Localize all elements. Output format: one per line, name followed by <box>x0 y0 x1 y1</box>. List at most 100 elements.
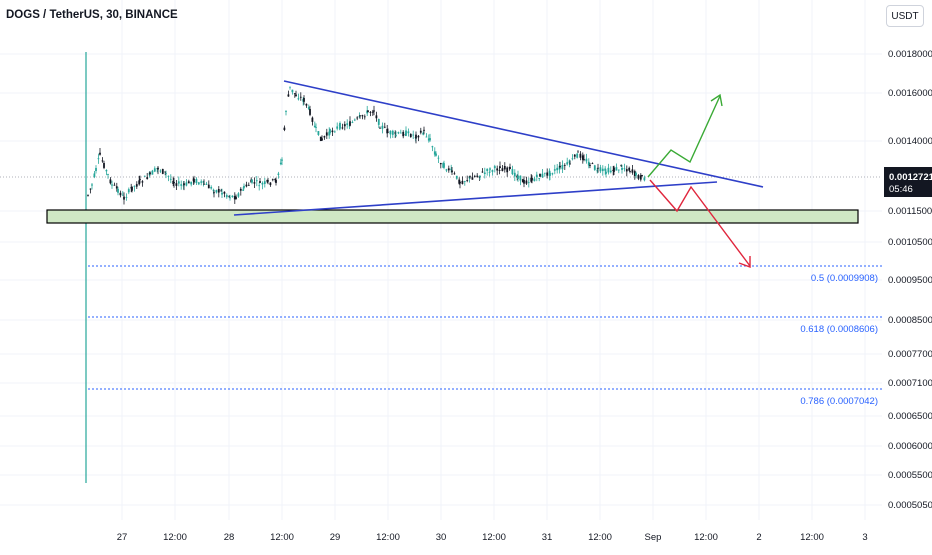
candle-body <box>331 130 334 133</box>
candle-body <box>325 132 328 136</box>
candle-body <box>517 175 519 179</box>
candle-body <box>375 115 378 119</box>
time-axis-label: 2 <box>756 532 761 543</box>
candle-body <box>135 184 138 187</box>
candle-body <box>233 196 236 200</box>
countdown-label: 05:46 <box>889 184 913 195</box>
candle-body <box>253 182 256 184</box>
candle-body <box>336 126 339 129</box>
time-axis-label: 29 <box>330 532 341 543</box>
price-axis-label: 0.0005500 <box>888 470 932 481</box>
candle-body <box>359 115 361 117</box>
candle-body <box>111 184 113 186</box>
candle-body <box>293 93 296 95</box>
candle-body <box>251 179 253 183</box>
candle-body <box>303 98 305 102</box>
candle-body <box>443 163 445 168</box>
price-axis-label: 0.0008500 <box>888 315 932 326</box>
upper-trendline[interactable] <box>283 80 764 188</box>
candle-body <box>577 151 579 153</box>
candle-body <box>231 195 234 198</box>
candle-body <box>143 175 146 177</box>
candle-body <box>371 111 374 113</box>
candle-body <box>103 163 105 168</box>
candle-body <box>631 169 634 173</box>
candle-body <box>569 163 571 165</box>
candle-body <box>601 168 604 172</box>
candle-body <box>450 168 453 171</box>
candle-body <box>279 162 282 164</box>
candle-body <box>639 175 642 180</box>
candle-body <box>543 172 546 174</box>
candle-body <box>402 131 405 137</box>
time-axis-label: 3 <box>862 532 867 543</box>
candle-body <box>180 184 183 186</box>
price-axis-label: 0.0007100 <box>888 378 932 389</box>
time-axis-label: 31 <box>542 532 553 543</box>
candle-body <box>127 189 130 193</box>
candle-body <box>447 168 450 171</box>
last-price-badge: 0.0012721 05:46 <box>884 167 932 197</box>
candle-body <box>363 116 366 118</box>
candle-body <box>203 183 205 185</box>
candle-body <box>197 182 200 185</box>
support-zone[interactable] <box>46 209 859 224</box>
candle-body <box>405 130 407 136</box>
candle-body <box>643 177 646 181</box>
candle-body <box>533 178 536 182</box>
candle-body <box>89 188 92 190</box>
candle-body <box>387 131 389 133</box>
candle-body <box>190 181 193 185</box>
candle-body <box>407 131 410 134</box>
candle-body <box>386 129 389 134</box>
candle-body <box>501 168 504 172</box>
candle-body <box>455 175 458 179</box>
candle-body <box>277 173 280 175</box>
candle-body <box>523 180 525 184</box>
candle-body <box>637 175 640 179</box>
candle-body <box>367 110 369 112</box>
candle-body <box>458 179 461 184</box>
candle-body <box>91 184 93 186</box>
candle-body <box>563 165 566 166</box>
candle-body <box>329 129 331 134</box>
candle-body <box>217 189 220 193</box>
candle-body <box>633 171 636 176</box>
candle-body <box>289 86 291 88</box>
time-axis: 27 12:00 28 12:00 29 12:00 30 12:00 31 12:00 Sep 12… <box>117 532 868 543</box>
candle-body <box>159 170 162 172</box>
candle-body <box>381 125 384 129</box>
candle-body <box>131 186 133 191</box>
candle-body <box>623 168 626 170</box>
time-axis-label: 30 <box>436 532 447 543</box>
candle-body <box>609 170 612 173</box>
candle-body <box>239 188 242 191</box>
bearish-arrow[interactable] <box>649 179 751 267</box>
candle-body <box>361 115 364 117</box>
time-axis-label: 12:00 <box>482 532 506 543</box>
last-price-label: 0.0012721 <box>889 172 932 183</box>
chart-title: DOGS / TetherUS, 30, BINANCE <box>6 9 178 21</box>
candle-body <box>283 127 286 130</box>
fib-level-label: 0.5 (0.0009908) <box>811 273 878 284</box>
currency-button[interactable]: USDT <box>886 5 924 27</box>
candle-body <box>258 185 261 187</box>
candle-body <box>139 179 141 180</box>
candle-body <box>587 161 590 166</box>
bullish-arrow[interactable] <box>647 95 721 178</box>
price-axis-label: 0.0016000 <box>888 88 932 99</box>
candle-body <box>274 178 277 181</box>
candle-body <box>629 171 631 172</box>
candle-body <box>311 117 314 122</box>
candle-body <box>291 89 294 93</box>
candle-body <box>379 127 381 129</box>
lower-trendline[interactable] <box>233 181 718 216</box>
candle-body <box>394 132 397 134</box>
bullish-arrowhead <box>710 93 723 107</box>
candle-body <box>483 172 486 175</box>
candle-body <box>229 197 231 199</box>
candle-body <box>297 98 300 100</box>
candle-body <box>453 173 456 175</box>
